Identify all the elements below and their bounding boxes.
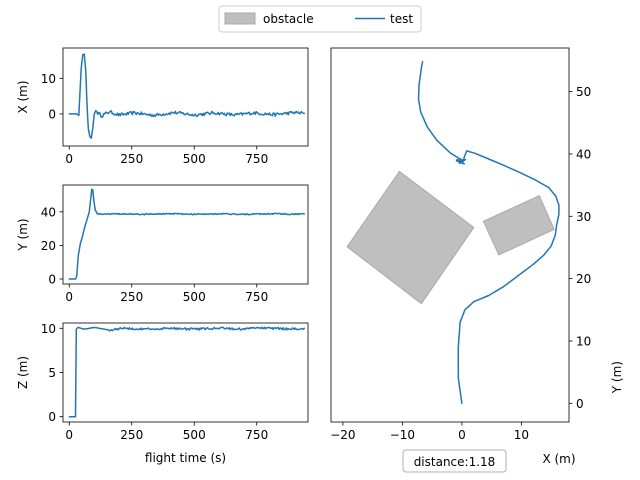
x-tick-label: 750 <box>245 152 268 166</box>
distance-box <box>402 449 507 473</box>
y-tick-label: 20 <box>576 272 591 286</box>
y-axis-label: Y (m) <box>610 361 624 394</box>
x-tick-label: 0 <box>65 152 73 166</box>
obstacle-1 <box>346 170 475 305</box>
distance-annotation: distance:1.18 <box>402 449 507 473</box>
plot-frame <box>62 322 309 423</box>
y-tick-label: 10 <box>41 322 56 336</box>
y-axis-label: Y (m) <box>16 218 30 251</box>
y-tick-label: 10 <box>576 334 591 348</box>
series-line <box>417 60 560 405</box>
x-tick-label: 750 <box>245 428 268 442</box>
legend-test-label: test <box>390 12 413 26</box>
x-tick-label: −20 <box>330 428 355 442</box>
z-time-panel: 0 250 500 750 0 5 10 Z (m) flight time (s) <box>16 322 309 465</box>
y-tick-label: 40 <box>41 205 56 219</box>
y-tick-label: 0 <box>48 410 56 424</box>
x-tick-label: 0 <box>458 428 466 442</box>
series-line <box>68 53 306 139</box>
xy-trajectory-panel: −20 −10 0 10 0 10 20 30 40 50 Y (m) X (m) <box>330 47 624 466</box>
legend-obstacle-label: obstacle <box>263 12 314 26</box>
y-tick-label: 30 <box>576 210 591 224</box>
x-tick-label: 750 <box>245 290 268 304</box>
legend-frame <box>218 5 422 33</box>
y-axis-label: X (m) <box>16 80 30 113</box>
x-tick-label: −10 <box>390 428 415 442</box>
x-tick-label: 250 <box>120 428 143 442</box>
obstacle-2 <box>482 195 555 256</box>
y-time-panel: 0 250 500 750 0 20 40 Y (m) <box>16 184 309 304</box>
x-tick-label: 10 <box>514 428 529 442</box>
x-tick-label: 500 <box>183 428 206 442</box>
x-tick-label: 0 <box>65 428 73 442</box>
y-tick-label: 50 <box>576 85 591 99</box>
x-tick-label: 250 <box>120 152 143 166</box>
y-axis-label: Z (m) <box>16 356 30 389</box>
series-line <box>68 326 306 418</box>
x-tick-label: 500 <box>183 290 206 304</box>
x-axis-label: X (m) <box>542 452 575 466</box>
y-tick-label: 5 <box>48 366 56 380</box>
x-axis-label: flight time (s) <box>145 451 226 465</box>
y-tick-label: 40 <box>576 147 591 161</box>
legend: obstacle test <box>218 5 422 33</box>
distance-text: distance:1.18 <box>414 455 496 469</box>
y-tick-label: 20 <box>41 239 56 253</box>
y-tick-label: 0 <box>48 107 56 121</box>
y-tick-label: 10 <box>41 72 56 86</box>
plot-frame <box>330 47 570 423</box>
x-tick-label: 0 <box>65 290 73 304</box>
plot-frame <box>62 184 309 285</box>
plot-frame <box>62 47 309 147</box>
y-tick-label: 0 <box>48 272 56 286</box>
x-time-panel: 0 250 500 750 0 10 X (m) <box>16 47 309 166</box>
series-line <box>68 188 306 280</box>
x-tick-label: 500 <box>183 152 206 166</box>
x-tick-label: 250 <box>120 290 143 304</box>
legend-obstacle-swatch <box>224 12 256 25</box>
y-tick-label: 0 <box>576 397 584 411</box>
